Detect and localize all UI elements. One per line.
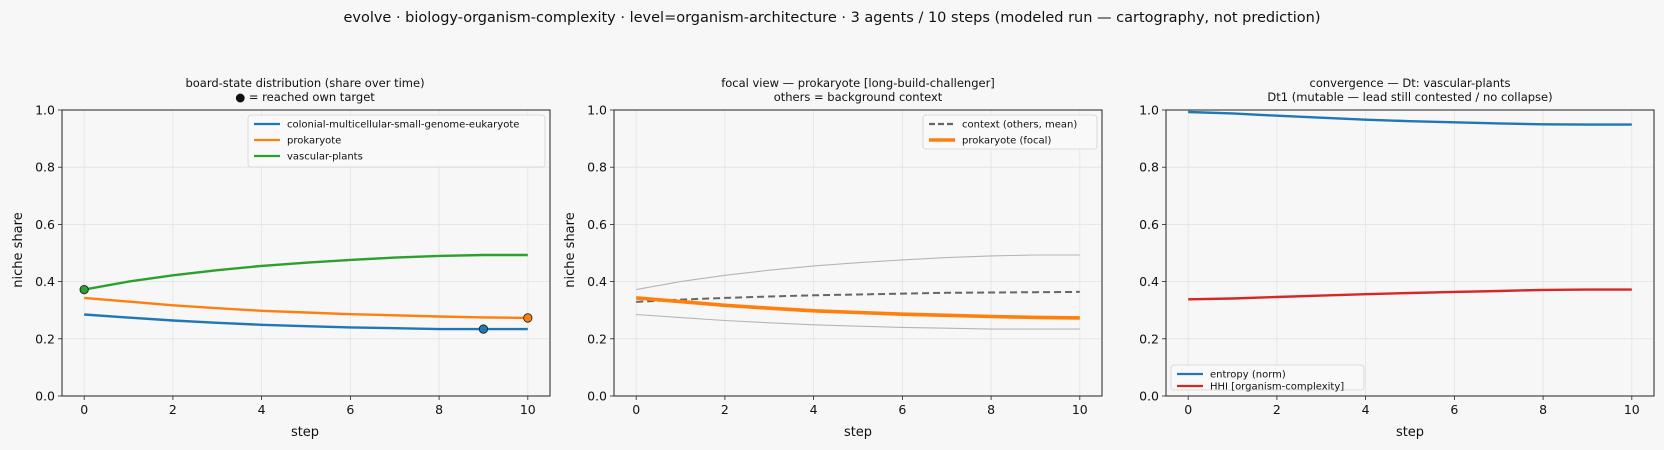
target-reached-marker <box>523 313 533 323</box>
context-series-line <box>636 313 1080 330</box>
y-tick-label: 0.4 <box>587 274 607 289</box>
legend-box <box>247 114 546 168</box>
series-line-prokaryote <box>84 296 528 320</box>
y-tick-label: 0.8 <box>1139 160 1159 175</box>
x-tick-label: 4 <box>1362 402 1370 417</box>
panel-2-subtitle: others = background context <box>774 90 943 104</box>
y-tick-label: 1.0 <box>587 103 607 118</box>
panel-2-title: focal view — prokaryote [long-build-chal… <box>721 76 995 90</box>
context-series-line <box>636 254 1080 291</box>
y-tick-label: 0.4 <box>35 274 55 289</box>
panel-board-state-distribution: board-state distribution (share over tim… <box>11 76 551 440</box>
axes-frame <box>61 109 551 397</box>
x-tick-label: 2 <box>721 402 729 417</box>
x-tick-label: 8 <box>1539 402 1547 417</box>
panel-2-x-axis-label: step <box>844 425 872 440</box>
legend-label: prokaryote <box>287 136 341 147</box>
x-tick-label: 8 <box>987 402 995 417</box>
y-tick-label: 0.2 <box>35 331 55 346</box>
x-tick-label: 2 <box>169 402 177 417</box>
axes-frame <box>613 109 1103 397</box>
y-tick-label: 0.8 <box>587 160 607 175</box>
panel-convergence: convergence — Dt: vascular-plants Dt1 (m… <box>1139 76 1655 440</box>
y-tick-label: 0.2 <box>587 331 607 346</box>
legend-box <box>1170 364 1365 391</box>
panel-3-x-axis-label: step <box>1396 425 1424 440</box>
x-tick-label: 6 <box>898 402 906 417</box>
panel-3-subtitle: Dt1 (mutable — lead still contested / no… <box>1267 90 1552 104</box>
panel-1-title: board-state distribution (share over tim… <box>185 76 424 90</box>
panel-3-title: convergence — Dt: vascular-plants <box>1310 76 1511 90</box>
series-line-hhi-organism-complexity- <box>1188 288 1632 301</box>
series-line-entropy-norm- <box>1188 110 1632 126</box>
y-tick-label: 0.6 <box>1139 217 1159 232</box>
figure-suptitle: evolve · biology-organism-complexity · l… <box>343 10 1320 26</box>
legend-label: context (others, mean) <box>962 120 1077 131</box>
x-tick-label: 10 <box>1072 402 1088 417</box>
y-tick-label: 0.4 <box>1139 274 1159 289</box>
y-tick-label: 0.2 <box>1139 331 1159 346</box>
axes-frame <box>1165 109 1655 397</box>
x-tick-label: 8 <box>435 402 443 417</box>
x-tick-label: 4 <box>810 402 818 417</box>
y-tick-label: 0.0 <box>1139 389 1159 404</box>
series-line-vascular-plants <box>83 253 528 291</box>
plot-background <box>1166 110 1654 396</box>
legend-label: prokaryote (focal) <box>962 136 1051 147</box>
panel-2-y-axis-label: niche share <box>563 212 578 287</box>
legend-label: colonial-multicellular-small-genome-euka… <box>287 120 519 131</box>
series-line-colonial-multicellular-small-genome-eukaryote <box>84 313 528 331</box>
x-tick-label: 10 <box>520 402 536 417</box>
panel-1-y-axis-label: niche share <box>11 212 26 287</box>
x-tick-label: 0 <box>80 402 88 417</box>
y-tick-label: 1.0 <box>1139 103 1159 118</box>
x-tick-label: 4 <box>258 402 266 417</box>
x-tick-label: 0 <box>1184 402 1192 417</box>
y-tick-label: 0.0 <box>35 389 55 404</box>
x-tick-label: 6 <box>1450 402 1458 417</box>
x-tick-label: 6 <box>346 402 354 417</box>
target-reached-marker <box>79 284 89 295</box>
y-tick-label: 1.0 <box>35 103 55 118</box>
panel-3-plot-area: 0 2 4 6 8 10 0.0 0.2 0.4 0.6 0.8 1.0 entropy (norm)H… <box>1139 103 1655 417</box>
target-reached-marker <box>478 324 489 334</box>
legend-box <box>922 114 1098 150</box>
panel-focal-view: focal view — prokaryote [long-build-chal… <box>563 76 1103 440</box>
legend-label: entropy (norm) <box>1210 370 1286 381</box>
panel-1-subtitle: ● = reached own target <box>235 90 375 104</box>
y-tick-label: 0.0 <box>587 389 607 404</box>
series-line-prokaryote-focal- <box>636 296 1080 320</box>
x-tick-label: 0 <box>632 402 640 417</box>
series-line-context-others-mean- <box>636 290 1080 303</box>
plot-background <box>614 110 1102 396</box>
y-tick-label: 0.6 <box>587 217 607 232</box>
x-tick-label: 2 <box>1273 402 1281 417</box>
panel-1-x-axis-label: step <box>291 425 319 440</box>
legend-label: vascular-plants <box>287 152 363 163</box>
panel-1-plot-area: 0 2 4 6 8 10 0.0 0.2 0.4 0.6 0.8 1.0 colonial-multic… <box>35 103 551 417</box>
panel-2-plot-area: 0 2 4 6 8 10 0.0 0.2 0.4 0.6 0.8 1.0 context (others… <box>587 103 1103 417</box>
y-tick-label: 0.8 <box>35 160 55 175</box>
x-tick-label: 10 <box>1624 402 1640 417</box>
y-tick-label: 0.6 <box>35 217 55 232</box>
legend-label: HHI [organism-complexity] <box>1210 382 1344 393</box>
